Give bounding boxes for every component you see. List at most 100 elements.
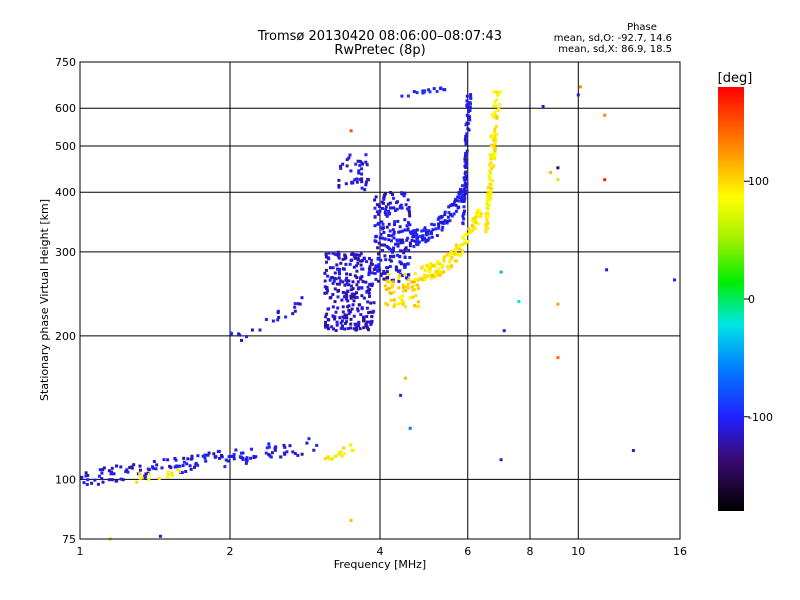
data-point	[282, 451, 286, 455]
data-point	[441, 225, 445, 229]
data-point	[491, 146, 495, 150]
data-point	[333, 300, 337, 304]
data-point	[389, 191, 392, 194]
data-point	[115, 464, 118, 468]
data-point	[119, 465, 123, 469]
data-point	[249, 456, 253, 460]
data-point	[110, 470, 114, 474]
data-point	[189, 467, 193, 471]
data-point	[451, 252, 455, 256]
data-point	[138, 464, 142, 468]
data-point	[110, 478, 114, 482]
data-point	[232, 455, 236, 459]
data-point	[362, 326, 366, 330]
data-point	[326, 256, 330, 260]
data-point	[495, 132, 499, 136]
data-point	[384, 258, 388, 262]
data-point	[414, 229, 418, 233]
data-point	[400, 298, 404, 302]
data-point	[403, 248, 407, 252]
data-point	[487, 214, 491, 218]
data-point	[327, 307, 331, 311]
data-point	[392, 236, 396, 240]
data-point	[411, 288, 415, 292]
data-point	[466, 239, 470, 243]
data-point	[402, 289, 406, 293]
data-point	[185, 462, 189, 466]
data-point	[398, 260, 402, 264]
data-point	[331, 305, 335, 309]
data-point	[352, 314, 356, 318]
data-point	[407, 210, 411, 214]
data-point	[201, 454, 205, 458]
data-point	[390, 284, 394, 288]
data-point	[345, 295, 349, 298]
x-tick-label: 8	[527, 545, 534, 558]
data-point	[366, 300, 370, 304]
data-point	[101, 480, 105, 484]
data-point	[382, 271, 386, 275]
data-point	[349, 326, 353, 330]
data-point	[442, 88, 446, 92]
colorbar-label: [deg]	[718, 71, 753, 86]
data-point	[258, 328, 262, 332]
data-point	[488, 177, 492, 181]
data-point	[361, 280, 365, 284]
data-point	[356, 309, 360, 313]
data-point	[342, 452, 346, 455]
data-point	[157, 477, 161, 480]
data-point	[400, 206, 404, 210]
data-point	[337, 185, 341, 189]
data-point	[356, 261, 360, 265]
data-point	[404, 376, 407, 380]
data-point	[331, 293, 335, 296]
data-point	[349, 443, 353, 447]
data-point	[403, 191, 407, 195]
data-point	[85, 483, 89, 486]
data-point	[186, 457, 190, 461]
data-point	[471, 217, 475, 221]
data-point	[374, 277, 378, 281]
data-point	[365, 315, 369, 318]
data-point	[424, 233, 428, 237]
data-point	[468, 105, 472, 109]
data-point	[335, 253, 339, 257]
data-point	[462, 176, 466, 180]
data-point	[341, 290, 345, 294]
data-point	[407, 221, 410, 225]
data-point	[403, 228, 407, 232]
data-point	[437, 226, 441, 230]
data-point	[356, 280, 360, 284]
y-tick-label: 500	[55, 140, 76, 153]
data-point	[369, 323, 373, 326]
data-point	[496, 93, 500, 97]
data-point	[440, 215, 444, 218]
data-point	[421, 238, 425, 242]
data-point	[387, 212, 391, 216]
data-point	[465, 121, 469, 125]
data-point	[673, 278, 676, 282]
data-point	[435, 234, 439, 237]
data-point	[467, 110, 470, 114]
data-point	[336, 306, 340, 310]
data-point	[364, 323, 368, 327]
data-point	[180, 471, 184, 475]
data-point	[378, 205, 381, 208]
data-point	[442, 270, 446, 274]
data-point	[232, 452, 236, 456]
data-point	[402, 251, 406, 255]
data-point	[344, 313, 348, 317]
data-point	[464, 185, 468, 189]
data-point	[383, 211, 387, 214]
data-point	[403, 265, 407, 269]
data-point	[392, 246, 395, 250]
data-point	[491, 179, 494, 183]
data-point	[438, 215, 442, 219]
data-point	[376, 269, 380, 273]
data-point	[326, 289, 329, 293]
data-point	[380, 220, 384, 224]
data-point	[373, 224, 377, 228]
colorbar	[718, 87, 744, 511]
data-point	[403, 218, 407, 222]
data-point	[324, 320, 327, 324]
